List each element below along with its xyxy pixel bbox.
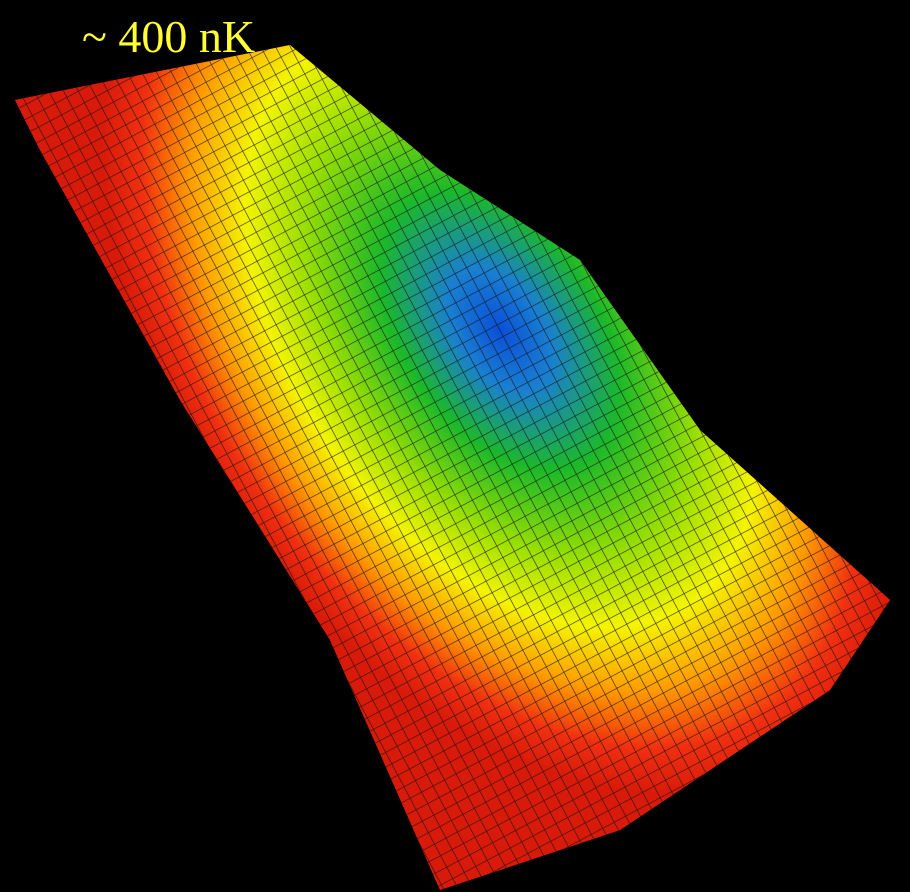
page: ~ 400 nK (() => { const data = JSON.pars… [0, 0, 910, 892]
surface-plot: ~ 400 nK [0, 0, 910, 892]
surface [0, 0, 910, 892]
surface-mesh [0, 0, 910, 892]
temperature-label: ~ 400 nK [82, 11, 255, 62]
